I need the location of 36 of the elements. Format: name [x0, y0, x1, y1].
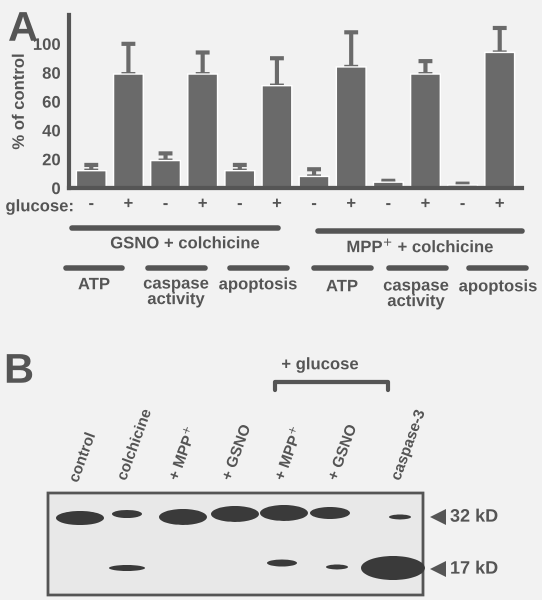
- text: 17 kD: [451, 560, 498, 574]
- text: B: [6, 354, 32, 383]
- x-tick-label: +: [496, 198, 504, 208]
- text: apoptosis: [219, 277, 297, 293]
- text: control: [68, 432, 96, 483]
- x-tick-label: -: [312, 203, 316, 206]
- text: glucose:: [6, 199, 72, 215]
- text: + MPP$^{+}$: [272, 426, 302, 481]
- text: ATP: [326, 280, 358, 292]
- text: apoptosis: [459, 279, 537, 295]
- x-tick-label: -: [163, 203, 168, 206]
- y-tick-label: 60: [42, 96, 60, 108]
- x-tick-label: -: [386, 203, 390, 206]
- y-axis-title: % of control: [12, 54, 24, 150]
- x-tick-label: +: [124, 198, 133, 208]
- text: + glucose: [282, 357, 358, 373]
- text: + MPP$^{+}$: [166, 426, 196, 481]
- text: caspase activity: [384, 282, 448, 310]
- text: + GSNO: [220, 424, 251, 481]
- text: 32 kD: [450, 508, 498, 522]
- text: caspase activity: [144, 280, 208, 308]
- text: ATP: [78, 278, 110, 290]
- y-tick-label: 20: [42, 154, 60, 166]
- text: + GSNO: [326, 424, 357, 481]
- x-tick-label: +: [198, 198, 207, 208]
- x-tick-label: -: [460, 203, 465, 206]
- x-tick-label: +: [347, 198, 356, 208]
- text: MPP$^{+}$ + colchicine: [348, 238, 493, 252]
- x-tick-label: -: [238, 203, 242, 206]
- x-tick-label: -: [89, 203, 94, 206]
- text: GSNO + colchicine: [110, 236, 260, 248]
- x-tick-label: +: [421, 198, 430, 208]
- y-tick-label: 0: [52, 182, 60, 194]
- y-tick-label: 80: [42, 67, 60, 79]
- y-tick-label: 40: [42, 124, 60, 137]
- x-tick-label: +: [272, 198, 282, 208]
